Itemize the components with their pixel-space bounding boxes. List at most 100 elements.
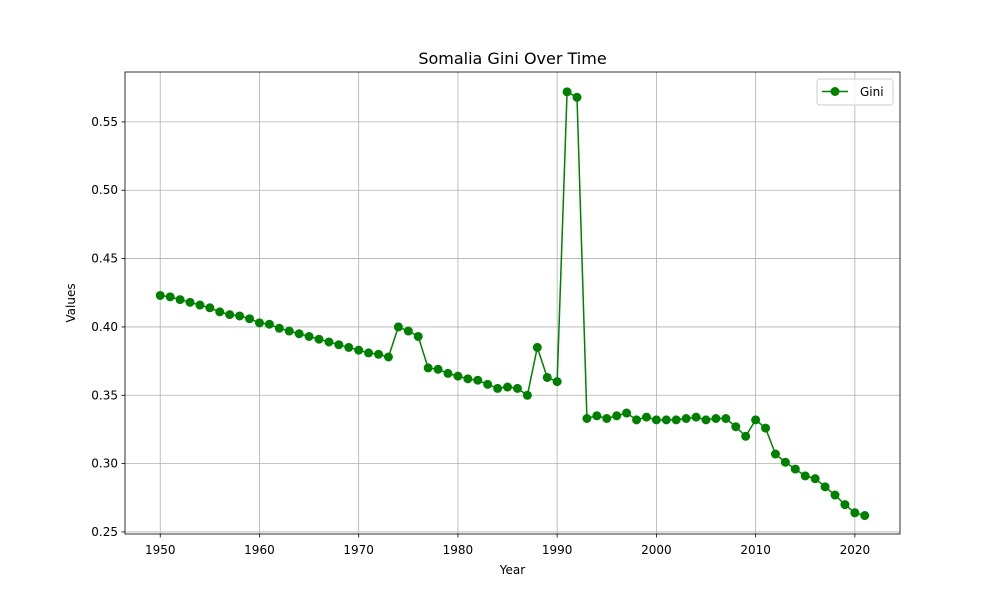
- x-tick-label: 1970: [343, 543, 374, 557]
- x-tick-label: 1960: [244, 543, 275, 557]
- data-point: [542, 372, 552, 382]
- chart-title: Somalia Gini Over Time: [418, 49, 606, 68]
- data-point: [780, 457, 790, 467]
- data-point: [632, 415, 642, 425]
- data-point: [324, 337, 334, 347]
- data-point: [810, 474, 820, 484]
- data-point: [473, 375, 483, 385]
- y-tick-label: 0.40: [91, 320, 118, 334]
- data-point: [483, 379, 493, 389]
- data-point: [423, 363, 433, 373]
- data-point: [354, 345, 364, 355]
- data-point: [820, 482, 830, 492]
- data-point: [552, 377, 562, 387]
- data-point: [185, 297, 195, 307]
- data-point: [364, 348, 374, 358]
- data-point: [651, 415, 661, 425]
- data-point: [512, 383, 522, 393]
- data-point: [393, 322, 403, 332]
- data-point: [383, 352, 393, 362]
- data-point: [443, 368, 453, 378]
- data-point: [374, 349, 384, 359]
- data-point: [155, 290, 165, 300]
- data-point: [622, 408, 632, 418]
- data-point: [641, 412, 651, 422]
- data-point: [264, 319, 274, 329]
- data-point: [225, 310, 235, 320]
- y-axis-label: Values: [64, 283, 78, 322]
- data-point: [840, 500, 850, 510]
- legend-marker: [830, 87, 840, 96]
- legend-label-gini: Gini: [860, 85, 884, 99]
- y-tick-label: 0.50: [91, 183, 118, 197]
- data-point: [661, 415, 671, 425]
- data-point: [433, 364, 443, 374]
- data-point: [850, 508, 860, 518]
- data-point: [165, 292, 175, 302]
- data-point: [582, 414, 592, 423]
- data-point: [294, 329, 304, 339]
- x-tick-label: 1950: [145, 543, 176, 557]
- data-point: [235, 311, 245, 321]
- x-tick-label: 2000: [641, 543, 672, 557]
- data-point: [195, 300, 205, 310]
- data-point: [493, 383, 503, 393]
- x-tick-label: 1990: [542, 543, 573, 557]
- data-point: [532, 342, 542, 352]
- data-point: [800, 471, 810, 481]
- plot-frame: [124, 71, 901, 535]
- data-point: [790, 464, 800, 474]
- data-point: [453, 371, 463, 381]
- data-point: [245, 314, 255, 324]
- y-tick-label: 0.35: [91, 388, 118, 402]
- data-point: [304, 331, 314, 341]
- data-point: [701, 415, 711, 425]
- data-point: [761, 423, 771, 433]
- data-point: [314, 334, 324, 344]
- data-point: [334, 340, 344, 350]
- data-point: [463, 374, 473, 384]
- series-layer: [155, 87, 870, 521]
- data-point: [860, 511, 870, 521]
- data-point: [522, 390, 532, 400]
- y-tick-label: 0.25: [91, 525, 118, 539]
- data-point: [691, 412, 701, 422]
- x-tick-label: 1980: [443, 543, 474, 557]
- x-axis-label: Year: [499, 563, 525, 577]
- x-axis-ticks: 1950 1960 1970 1980 1990 2000 2010 2020: [145, 534, 870, 557]
- data-point: [602, 414, 612, 423]
- y-axis-ticks: 0.25 0.30 0.35 0.40 0.45 0.50 0.55: [91, 115, 125, 539]
- legend-box: [816, 78, 894, 106]
- data-point: [711, 414, 721, 423]
- data-point: [830, 490, 840, 500]
- data-point: [770, 449, 780, 459]
- data-point: [572, 92, 582, 102]
- data-point: [215, 307, 225, 317]
- data-point: [751, 415, 761, 425]
- data-point: [254, 318, 264, 328]
- data-point: [274, 323, 284, 333]
- data-point: [731, 422, 741, 432]
- y-tick-label: 0.45: [91, 252, 118, 266]
- data-point: [741, 431, 751, 441]
- data-point: [562, 87, 572, 97]
- data-point: [344, 342, 354, 352]
- y-tick-label: 0.55: [91, 115, 118, 129]
- legend: Gini: [816, 78, 894, 106]
- y-tick-label: 0.30: [91, 457, 118, 471]
- x-tick-label: 2010: [740, 543, 771, 557]
- data-point: [592, 411, 602, 421]
- data-point: [284, 326, 294, 336]
- data-point: [205, 303, 215, 313]
- data-point: [503, 382, 513, 392]
- grid: [125, 72, 900, 534]
- data-point: [403, 326, 413, 336]
- data-point: [175, 295, 185, 305]
- data-point: [681, 414, 691, 423]
- data-point: [671, 415, 681, 425]
- x-tick-label: 2020: [840, 543, 871, 557]
- data-point: [721, 414, 731, 423]
- data-point: [612, 411, 622, 421]
- data-point: [413, 331, 423, 341]
